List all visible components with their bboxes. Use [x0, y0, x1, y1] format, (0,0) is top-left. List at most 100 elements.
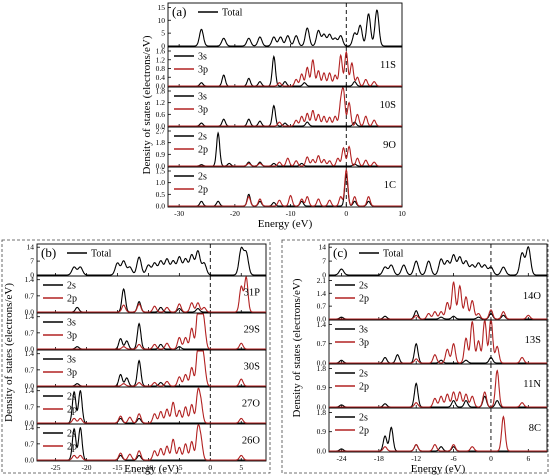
series-3p-line — [37, 313, 266, 350]
subplot-label: 29S — [244, 325, 261, 336]
y-tick-label: 0.0 — [156, 82, 166, 91]
subplot-label: 8C — [529, 423, 541, 434]
y-tick-label: 2.7 — [156, 127, 166, 136]
y-tick-label: 14 — [319, 243, 327, 252]
y-tick-label: 0.0 — [156, 122, 166, 131]
legend-label: 2p — [198, 145, 208, 156]
subplot-label: 26O — [242, 436, 261, 447]
legend-label: 3s — [198, 52, 207, 63]
x-tick-label: 5 — [239, 463, 243, 472]
x-axis-title: Energy (eV) — [124, 463, 179, 475]
legend-label: Total — [91, 249, 112, 260]
subplot-label: 30S — [244, 362, 261, 373]
series-3p-line — [329, 320, 547, 364]
y-tick-label: 0.8 — [156, 64, 166, 73]
y-tick-label: 0.7 — [25, 291, 35, 300]
y-tick-label: 0.0 — [156, 162, 166, 171]
legend-label: 3p — [198, 105, 208, 116]
subplot-total: 0 7 14 Total — [27, 243, 267, 280]
y-axis-title: Density of states (electrons/eV) — [141, 35, 153, 174]
x-tick-label: -15 — [112, 463, 122, 472]
y-tick-label: 7 — [30, 257, 34, 266]
subplot-label: 31P — [244, 288, 261, 299]
legend-label: 3p — [359, 338, 369, 349]
y-tick-label: 0.0 — [317, 315, 327, 324]
legend-label: 3s — [198, 92, 207, 103]
legend-label: 2s — [67, 429, 76, 440]
subplot-label: 1C — [384, 180, 396, 191]
series-2p-line — [329, 280, 547, 320]
subplot-total: 0 5 10 15 Total — [158, 2, 403, 51]
legend-label: 2s — [359, 413, 368, 424]
legend-label: Total — [383, 249, 404, 260]
panel-c: 0 7 14 Total 0.0 0.7 1.4 2.1 2s 2p 14O 0.0 0.7 1.4 3s 3… — [281, 239, 549, 475]
subplot-total: 0 7 14 Total — [319, 243, 548, 280]
legend-label: 2p — [359, 294, 369, 305]
subplot-11N: 0.0 0.9 1.8 2s 2p 11N — [317, 363, 548, 412]
legend-label: 2s — [198, 172, 207, 183]
y-tick-label: 0.4 — [156, 73, 166, 82]
panel-label: (b) — [41, 245, 56, 260]
subplot-label: 14O — [523, 291, 542, 302]
y-tick-label: 0 — [322, 271, 326, 280]
subplot-14O: 0.0 0.7 1.4 2.1 2s 2p 14O — [317, 275, 548, 324]
y-tick-label: 0.0 — [317, 403, 327, 412]
subplot-label: 13S — [525, 335, 542, 346]
y-tick-label: 0.0 — [317, 447, 327, 456]
panel-label: (a) — [172, 4, 186, 19]
subplot-13S: 0.0 0.7 1.4 3s 3p 13S — [317, 319, 548, 368]
legend-label: 3s — [359, 325, 368, 336]
series-2p-line — [37, 276, 266, 313]
y-tick-label: 0.7 — [25, 365, 35, 374]
x-tick-label: -25 — [51, 463, 61, 472]
y-tick-label: 0.7 — [317, 302, 327, 311]
y-tick-label: 0.7 — [25, 328, 35, 337]
legend-label: 3s — [67, 318, 76, 329]
series-2p-line — [329, 369, 547, 408]
x-tick-label: -12 — [411, 454, 421, 463]
panel-b: 0 7 14 Total 0.0 0.7 1.4 2s 2p 31P 0.0 0.7 1.4 3s 3p 29… — [1, 239, 271, 475]
y-tick-label: 0.9 — [317, 427, 327, 436]
series-Total-line — [37, 246, 266, 276]
y-tick-label: 0.6 — [156, 110, 166, 119]
x-tick-label: -5 — [176, 463, 182, 472]
subplot-frame — [36, 423, 267, 462]
legend-label: 2p — [67, 442, 77, 453]
y-axis-title: Density of states (electrons/eV) — [291, 278, 303, 417]
y-tick-label: 14 — [27, 243, 35, 252]
y-tick-label: 1.4 — [317, 320, 327, 329]
y-tick-label: 0.7 — [25, 439, 35, 448]
y-tick-label: 0.9 — [317, 383, 327, 392]
y-tick-label: 1.2 — [156, 98, 166, 107]
legend-label: Total — [222, 8, 243, 19]
series-3p-line — [168, 50, 402, 87]
series-2p-line — [37, 387, 266, 424]
y-tick-label: 1.5 — [156, 167, 166, 176]
legend-label: 2s — [67, 281, 76, 292]
y-tick-label: 5 — [161, 29, 165, 38]
y-tick-label: 0.0 — [25, 382, 35, 391]
subplot-31P: 0.0 0.7 1.4 2s 2p 31P — [25, 275, 267, 317]
x-tick-label: 0 — [489, 454, 493, 463]
y-tick-label: 1.4 — [25, 386, 35, 395]
y-tick-label: 1.6 — [156, 47, 166, 56]
legend-label: 2s — [198, 132, 207, 143]
subplot-frame — [167, 166, 403, 208]
subplot-11S: 0.00.40.81.21.6 3s 3p 11S — [156, 47, 403, 91]
y-tick-label: 1.4 — [25, 349, 35, 358]
y-tick-label: 1.8 — [156, 87, 166, 96]
x-tick-label: -20 — [230, 209, 240, 218]
subplot-10S: 0.0 0.6 1.2 1.8 3s 3p 10S — [156, 87, 403, 131]
y-tick-label: 10 — [158, 16, 166, 25]
subplot-9O: 0.0 0.9 1.8 2.7 2s 2p 9O — [156, 127, 403, 171]
x-tick-label: -10 — [143, 463, 153, 472]
y-tick-label: 15 — [158, 3, 166, 12]
y-tick-label: 2.1 — [317, 276, 327, 285]
series-2p-line — [168, 167, 402, 207]
legend-label: 2p — [359, 382, 369, 393]
series-3p-line — [37, 350, 266, 387]
legend-label: 2s — [67, 392, 76, 403]
y-tick-label: 0.0 — [317, 359, 327, 368]
series-2p-line — [329, 415, 547, 452]
